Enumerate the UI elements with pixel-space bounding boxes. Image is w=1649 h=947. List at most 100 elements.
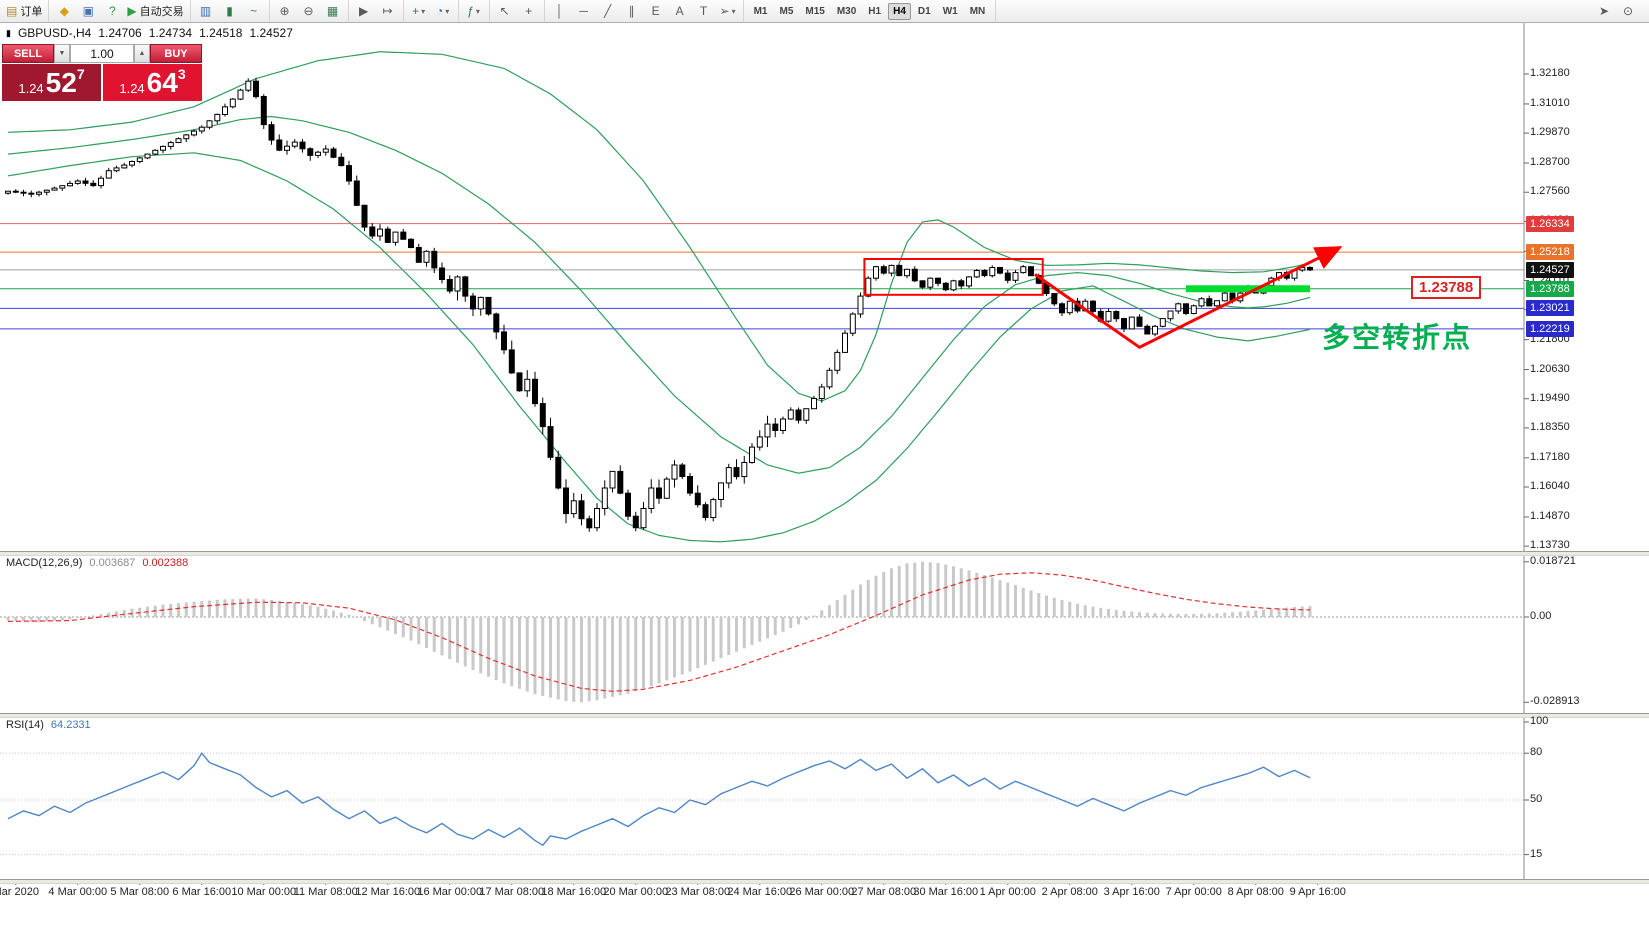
ohlc-low: 1.24518 xyxy=(199,26,243,40)
timeframe-h1-button[interactable]: H1 xyxy=(868,5,882,17)
auto-scroll-icon: ▶ xyxy=(358,4,369,18)
fibonacci-button[interactable]: E xyxy=(645,2,667,20)
time-label: 5 Mar 08:00 xyxy=(110,886,170,898)
auto-scroll-button[interactable]: ▶ xyxy=(353,2,375,20)
horizontal-line-button[interactable]: ─ xyxy=(573,2,595,20)
arrows-button[interactable]: ➢ ▾ xyxy=(717,2,739,20)
magnify-icon: ⊙ xyxy=(1622,4,1634,18)
file-group: ▤ 订单 xyxy=(0,0,50,22)
macd-axis-label: -0.028913 xyxy=(1530,695,1580,708)
price-tick: 1.28700 xyxy=(1530,156,1570,169)
vertical-line-icon: │ xyxy=(555,4,564,18)
price-tick: 1.32180 xyxy=(1530,67,1570,79)
time-label: 2 Apr 08:00 xyxy=(1041,886,1098,898)
cursor-select-button[interactable]: ➤ xyxy=(1593,2,1615,20)
sell-price-display[interactable]: 1.24 52 7 xyxy=(2,64,101,101)
trendline-button[interactable]: ╱ xyxy=(597,2,619,20)
volume-increase-button[interactable]: ▲ xyxy=(134,44,150,63)
sell-button[interactable]: SELL xyxy=(2,44,54,63)
time-label: 8 Apr 08:00 xyxy=(1227,886,1284,898)
timeframe-w1-button[interactable]: W1 xyxy=(942,5,958,17)
macd-header: MACD(12,26,9) 0.003687 0.002388 xyxy=(6,557,188,569)
macd-panel-splitter[interactable] xyxy=(0,551,1649,556)
price-tick: 1.16040 xyxy=(1530,480,1570,493)
chart-shift-button[interactable]: ↦ xyxy=(377,2,399,20)
indicators-button[interactable]: ƒ ▾ xyxy=(463,2,485,20)
buy-price-display[interactable]: 1.24 64 3 xyxy=(103,64,202,101)
time-label: Mar 2020 xyxy=(0,886,39,898)
rsi-header: RSI(14) 64.2331 xyxy=(6,719,91,731)
candlestick-chart-button[interactable]: ▮ xyxy=(219,2,241,20)
time-axis[interactable]: Mar 2020 4 Mar 00:005 Mar 08:006 Mar 16:0… xyxy=(0,882,1524,947)
time-label: 4 Mar 00:00 xyxy=(48,886,108,898)
price-tick: 1.27560 xyxy=(1530,185,1570,198)
zoom-in-button[interactable]: ⊕ xyxy=(274,2,296,20)
text-label-button[interactable]: T xyxy=(693,2,715,20)
horizontal-line-icon: ─ xyxy=(579,4,588,18)
macd-main-value: 0.003687 xyxy=(89,557,136,569)
time-axis-splitter[interactable] xyxy=(0,879,1649,884)
zoom-out-icon: ⊖ xyxy=(303,4,314,18)
timeframe-m15-button[interactable]: M15 xyxy=(805,5,825,17)
one-click-trading-widget: SELL ▼ 1.00 ▲ BUY 1.24 52 7 1.24 64 3 xyxy=(2,44,202,101)
data-window-icon: ▣ xyxy=(82,4,95,18)
arrows-icon: ➢ xyxy=(719,4,730,18)
text-label-icon: T xyxy=(699,4,708,18)
new-order-icon: ▤ xyxy=(6,4,18,18)
timeframe-mn-button[interactable]: MN xyxy=(969,5,986,17)
text-button[interactable]: A xyxy=(669,2,691,20)
trendline-icon: ╱ xyxy=(603,4,612,18)
new-order-label: 订单 xyxy=(20,6,43,18)
rsi-axis-label: 50 xyxy=(1530,793,1543,805)
help-button[interactable]: ? xyxy=(101,2,123,20)
fibonacci-icon: E xyxy=(651,4,660,18)
new-chart-button[interactable]: + ▾ xyxy=(408,2,430,20)
price-axis[interactable]: 1.321801.310101.298701.287001.275601.264… xyxy=(1525,0,1649,947)
line-chart-button[interactable]: ~ xyxy=(243,2,265,20)
profiles-icon: ◔ xyxy=(435,4,444,18)
magnify-button[interactable]: ⊙ xyxy=(1617,2,1639,20)
price-tick: 1.14870 xyxy=(1530,509,1570,522)
volume-input[interactable]: 1.00 xyxy=(70,44,134,63)
timeframe-m5-button[interactable]: M5 xyxy=(779,5,794,17)
candlestick-icon: ▮ xyxy=(6,27,11,38)
indicators-group: ƒ ▾ xyxy=(459,0,490,22)
timeframe-m1-button[interactable]: M1 xyxy=(753,5,768,17)
time-label: 7 Apr 00:00 xyxy=(1165,886,1222,898)
equidistant-channel-button[interactable]: ∥ xyxy=(621,2,643,20)
buy-price-big: 64 xyxy=(146,67,178,98)
vertical-line-button[interactable]: │ xyxy=(549,2,571,20)
profiles-button[interactable]: ◔ ▾ xyxy=(432,2,454,20)
data-window-button[interactable]: ▣ xyxy=(77,2,99,20)
market-watch-button[interactable]: ◆ xyxy=(53,2,75,20)
line-chart-icon: ~ xyxy=(250,4,258,18)
macd-label: MACD(12,26,9) xyxy=(6,557,83,569)
price-tick: 1.19490 xyxy=(1530,391,1570,404)
volume-decrease-button[interactable]: ▼ xyxy=(54,44,70,63)
turning-point-annotation[interactable]: 多空转折点 xyxy=(1322,321,1473,353)
time-label: 30 Mar 16:00 xyxy=(913,886,979,898)
timeframe-m30-button[interactable]: M30 xyxy=(836,5,857,17)
bar-chart-button[interactable]: ▥ xyxy=(195,2,217,20)
price-tick: 1.31010 xyxy=(1530,96,1570,109)
price-tag: 1.22219 xyxy=(1526,320,1574,337)
ohlc-high: 1.24734 xyxy=(148,26,193,40)
autotrading-button[interactable]: ▶ 自动交易 xyxy=(125,2,185,20)
crosshair-button[interactable]: + xyxy=(518,2,540,20)
time-label: 6 Mar 16:00 xyxy=(172,886,232,898)
time-label: 12 Mar 16:00 xyxy=(355,886,421,898)
rsi-panel-splitter[interactable] xyxy=(0,713,1649,718)
tile-windows-button[interactable]: ▦ xyxy=(322,2,344,20)
time-label: 10 Mar 00:00 xyxy=(231,886,297,898)
timeframe-h4-button[interactable]: H4 xyxy=(888,2,911,20)
crosshair-icon: + xyxy=(525,4,533,18)
zoom-out-button[interactable]: ⊖ xyxy=(298,2,320,20)
chart-new-group: + ▾ ◔ ▾ xyxy=(404,0,459,22)
timeframe-d1-button[interactable]: D1 xyxy=(917,5,931,17)
new-order-button[interactable]: ▤ 订单 xyxy=(4,2,44,20)
cursor-button[interactable]: ↖ xyxy=(494,2,516,20)
price-annotation-label[interactable]: 1.23788 xyxy=(1411,275,1482,299)
buy-button[interactable]: BUY xyxy=(150,44,202,63)
